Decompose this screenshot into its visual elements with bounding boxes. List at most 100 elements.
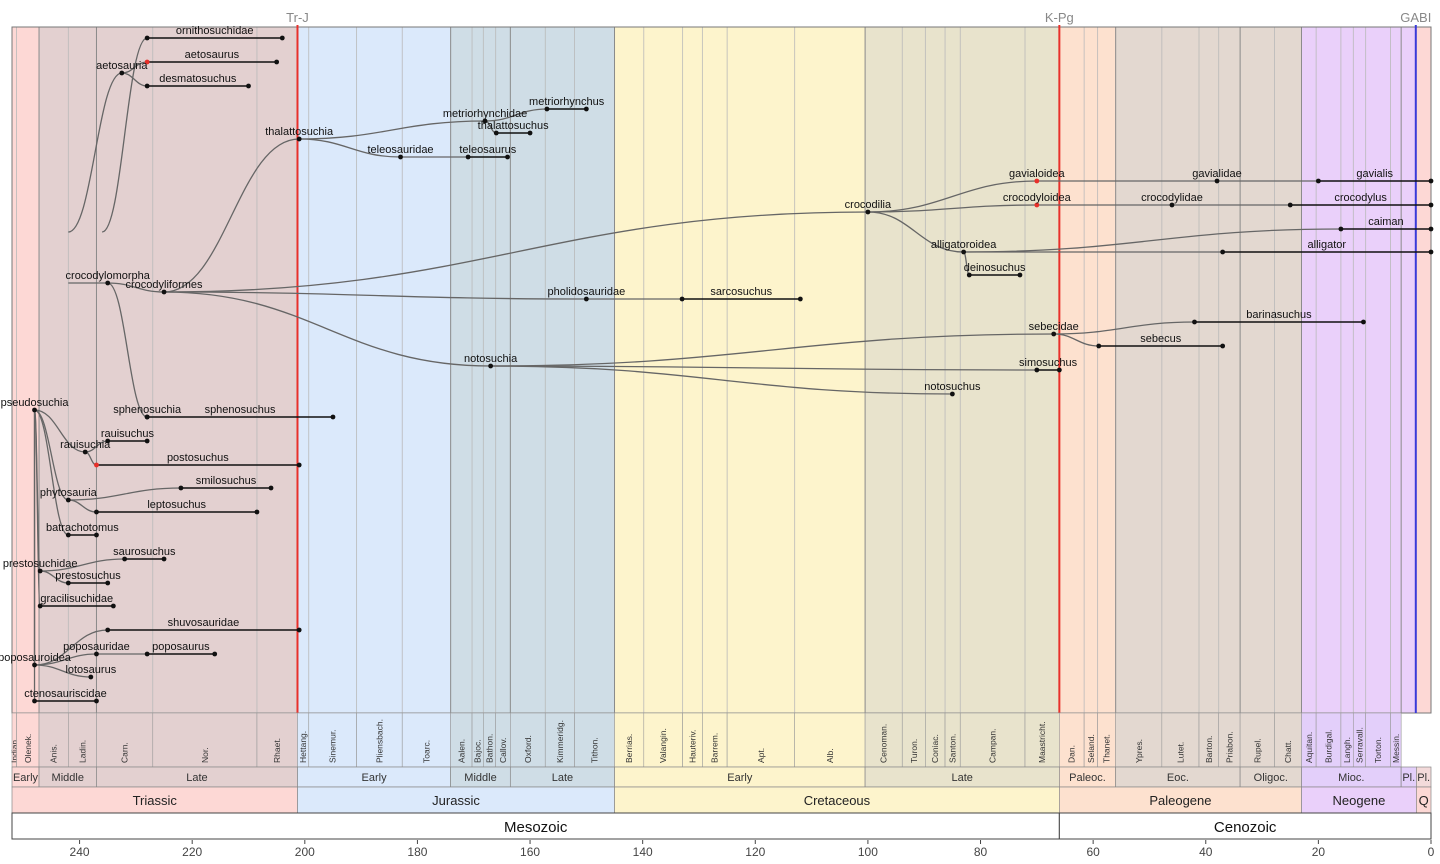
stage-label: Seland. — [1086, 734, 1096, 763]
stage-label: Kimmeridg. — [555, 720, 565, 763]
stage-label: Campan. — [988, 729, 998, 764]
stage-label: Lutet. — [1175, 742, 1185, 763]
period-label: Q — [1419, 793, 1429, 808]
taxon-node — [1169, 202, 1175, 208]
stage-label: Ypres. — [1134, 739, 1144, 763]
taxon-label: saurosuchus — [113, 546, 176, 558]
taxon-label: aetosauria — [96, 60, 148, 72]
taxon-node — [32, 662, 37, 668]
branch-curve — [33, 409, 41, 607]
taxon-first-occurrence — [1034, 367, 1040, 373]
stage-label: Coniac. — [930, 734, 940, 763]
branch-curve — [107, 282, 165, 293]
epoch-label: Paleoc. — [1069, 772, 1106, 784]
taxon-first-occurrence — [144, 59, 150, 65]
taxon-labels: pseudosuchia ornithosuchidae aetosauria aet… — [0, 25, 1404, 700]
period-cell — [614, 786, 1060, 814]
taxon-label: poposauridae — [63, 641, 130, 653]
taxon-last-occurrence — [105, 580, 111, 586]
taxon-last-occurrence — [279, 35, 285, 41]
axis-tick-label: 200 — [295, 845, 315, 859]
stage-label: Apt. — [756, 748, 766, 763]
taxon-label: postosuchus — [167, 452, 229, 464]
taxon-node — [949, 391, 955, 397]
taxon-label: leptosuchus — [147, 499, 206, 511]
stage-label: Turon. — [909, 739, 919, 763]
stage-label: Maastricht. — [1037, 721, 1047, 763]
event-label: K-Pg — [1045, 10, 1074, 25]
stage-cell — [152, 712, 258, 768]
taxon-last-occurrence — [144, 438, 150, 444]
taxon-last-occurrence — [296, 627, 302, 633]
taxon-ranges — [32, 35, 1434, 704]
taxon-label: gavialidae — [1192, 168, 1242, 180]
branch-curve — [164, 291, 491, 367]
taxon-last-occurrence — [1428, 226, 1434, 232]
taxon-first-occurrence — [144, 414, 150, 420]
stage-label: Carn. — [120, 742, 130, 763]
taxon-first-occurrence — [105, 627, 111, 633]
stage-label: Rhaet. — [272, 738, 282, 763]
taxon-last-occurrence — [161, 556, 167, 562]
axis-tick-label: 80 — [974, 845, 988, 859]
stage-cell — [1315, 712, 1342, 768]
taxon-label: poposaurus — [152, 641, 210, 653]
stage-label: Berrias. — [624, 734, 634, 763]
stage-label: Langh. — [1342, 737, 1352, 763]
stage-label: Barton. — [1204, 736, 1214, 763]
taxon-first-occurrence — [178, 485, 184, 491]
taxon-label: sarcosuchus — [710, 286, 772, 298]
branch-curve — [299, 120, 486, 140]
stage-label: Tithon. — [590, 737, 600, 763]
taxon-node — [296, 136, 302, 142]
taxon-last-occurrence — [1428, 202, 1434, 208]
taxon-label: sebecidae — [1029, 321, 1079, 333]
era-cell — [11, 812, 1060, 840]
stage-cell — [1161, 712, 1200, 768]
taxon-node — [37, 568, 43, 574]
branch-curve — [164, 138, 300, 293]
taxon-node — [1214, 178, 1220, 184]
taxon-label: deinosuchus — [964, 262, 1026, 274]
stage-label: Olenek. — [23, 734, 33, 763]
taxon-first-occurrence — [1287, 202, 1293, 208]
event-label: GABI — [1400, 10, 1431, 25]
taxon-node — [1051, 331, 1057, 337]
stage-label: Santon. — [948, 734, 958, 763]
band-jurassic-mid-late — [450, 27, 615, 713]
taxon-first-occurrence — [37, 603, 43, 609]
taxon-last-occurrence — [527, 130, 533, 136]
taxon-label: sphenosuchus — [205, 404, 276, 416]
stage-label: Thanet. — [1102, 734, 1112, 763]
taxon-node — [119, 70, 125, 76]
time-axis: 240 220 200 180 160 140 120 100 80 60 40 20 0 — [70, 840, 1435, 859]
epoch-label: Late — [186, 772, 207, 784]
taxon-label: rauisuchia — [60, 439, 111, 451]
taxon-label: crocodylus — [1334, 192, 1387, 204]
epoch-label: Early — [13, 772, 39, 784]
stage-label: Hettang. — [298, 731, 308, 763]
taxon-last-occurrence — [94, 532, 99, 538]
branch-curve — [867, 180, 1037, 213]
stage-cell — [1365, 712, 1391, 768]
band-neogene — [1301, 27, 1417, 713]
branch-curve — [490, 365, 1037, 371]
stage-label: Callov. — [498, 738, 508, 763]
stage-cell — [544, 712, 575, 768]
taxon-first-occurrence — [94, 462, 99, 468]
stage-cell — [68, 712, 97, 768]
taxon-label: pholidosauridae — [548, 286, 626, 298]
taxon-label: ctenosauriscidae — [24, 688, 107, 700]
branch-curve — [867, 204, 1037, 213]
taxon-last-occurrence — [212, 651, 218, 657]
stage-label: Pliensbach. — [374, 719, 384, 763]
taxon-label: alligatoroidea — [931, 239, 997, 251]
taxon-label: teleosaurus — [459, 144, 516, 156]
stage-cell — [1274, 712, 1302, 768]
epoch-label: Middle — [464, 772, 496, 784]
taxon-label: crocodyliformes — [126, 279, 204, 291]
taxon-first-occurrence — [465, 154, 471, 160]
epoch-label: Late — [952, 772, 973, 784]
taxon-label: crocodilia — [845, 199, 892, 211]
